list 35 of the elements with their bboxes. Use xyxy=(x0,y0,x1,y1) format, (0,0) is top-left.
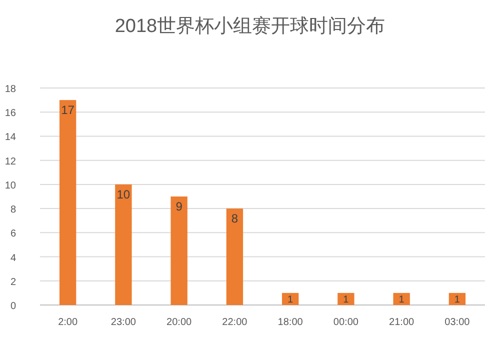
data-label: 8 xyxy=(231,212,238,226)
chart-title: 2018世界杯小组赛开球时间分布 xyxy=(114,15,386,37)
data-label: 1 xyxy=(454,294,460,306)
x-tick-label: 2:00 xyxy=(58,317,78,328)
y-tick-label: 6 xyxy=(10,228,16,240)
bar xyxy=(170,196,188,305)
bar xyxy=(448,292,466,305)
x-tick-label: 20:00 xyxy=(166,317,192,328)
x-tick-label: 23:00 xyxy=(110,317,136,328)
y-tick-label: 2 xyxy=(10,276,16,288)
y-tick-label: 16 xyxy=(4,108,16,120)
bar xyxy=(338,292,354,305)
data-label: 10 xyxy=(116,187,130,202)
y-tick-label: 0 xyxy=(10,301,16,312)
bar xyxy=(393,292,410,305)
data-label: 1 xyxy=(398,294,405,306)
x-tick-label: 03:00 xyxy=(444,317,470,328)
y-tick-label: 14 xyxy=(4,132,16,144)
y-tick-label: 10 xyxy=(4,180,16,192)
data-label: 9 xyxy=(176,200,183,214)
y-tick-label: 4 xyxy=(10,252,16,264)
bar xyxy=(282,292,299,305)
y-tick-label: 12 xyxy=(4,156,16,168)
y-tick-label: 18 xyxy=(4,84,16,95)
bar xyxy=(59,100,76,305)
y-tick-label: 8 xyxy=(10,204,16,216)
data-label: 17 xyxy=(61,103,75,118)
x-tick-label: 22:00 xyxy=(222,317,248,328)
x-tick-label: 00:00 xyxy=(333,317,359,328)
data-label: 1 xyxy=(288,294,294,306)
bar xyxy=(226,208,244,305)
data-label: 1 xyxy=(343,294,350,306)
bar xyxy=(115,184,132,305)
x-tick-label: 18:00 xyxy=(278,317,304,328)
x-tick-label: 21:00 xyxy=(389,317,415,328)
